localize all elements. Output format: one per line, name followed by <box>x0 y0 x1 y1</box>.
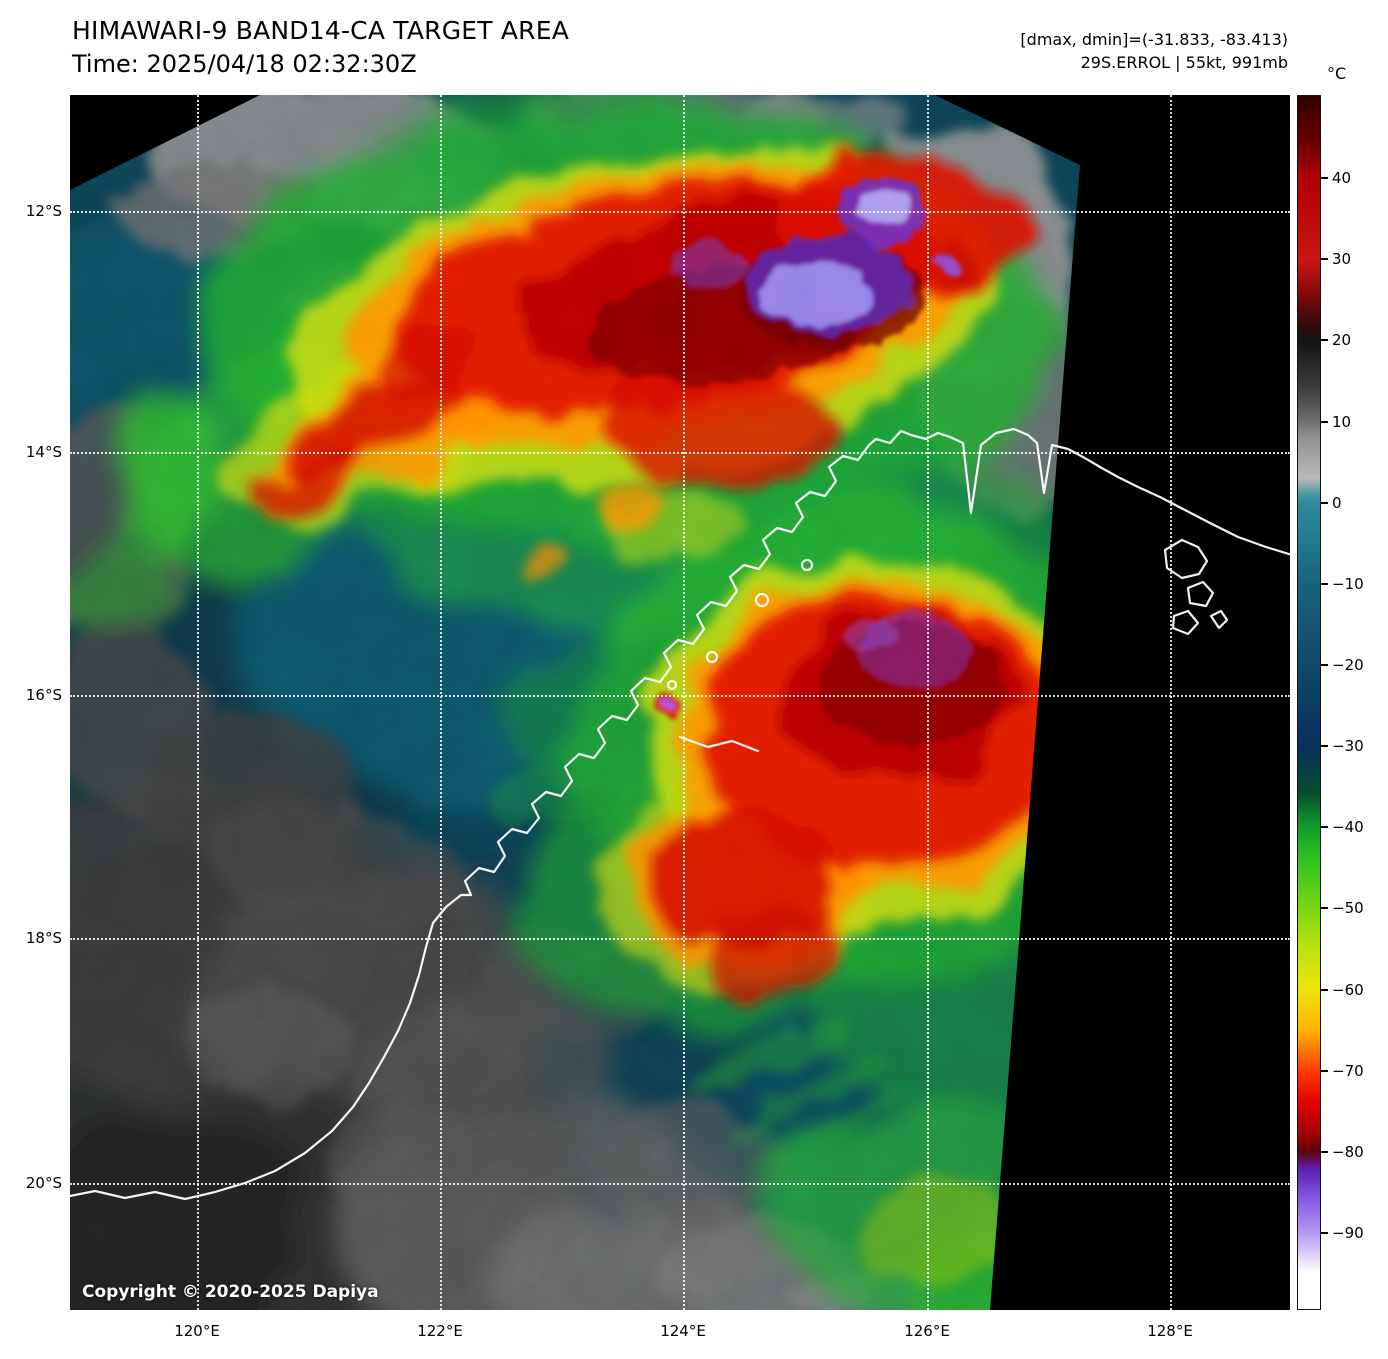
copyright-label: Copyright © 2020-2025 Dapiya <box>82 1282 379 1302</box>
gridline-lon-126e <box>927 95 929 1310</box>
gridline-lat-18s <box>70 938 1290 940</box>
colorbar-tick-n70: −70 <box>1332 1062 1364 1080</box>
gridline-lon-122e <box>440 95 442 1310</box>
gridline-lat-14s <box>70 452 1290 454</box>
gridline-lat-16s <box>70 695 1290 697</box>
satellite-image <box>70 95 1290 1310</box>
lon-label-124e: 124°E <box>660 1322 706 1340</box>
colorbar-tick-20: 20 <box>1332 331 1352 349</box>
gridline-lat-12s <box>70 211 1290 213</box>
storm-info-label: 29S.ERROL | 55kt, 991mb <box>1080 53 1288 72</box>
lat-label-18s: 18°S <box>25 929 62 947</box>
lon-label-122e: 122°E <box>417 1322 463 1340</box>
colorbar-tick-40: 40 <box>1332 169 1352 187</box>
colorbar-tick-n90: −90 <box>1332 1224 1364 1242</box>
colorbar-tick-n10: −10 <box>1332 575 1364 593</box>
gridline-lat-20s <box>70 1183 1290 1185</box>
lon-label-120e: 120°E <box>174 1322 220 1340</box>
time-label: Time: 2025/04/18 02:32:30Z <box>72 50 417 78</box>
lat-label-12s: 12°S <box>25 202 62 220</box>
colorbar <box>1297 95 1321 1310</box>
colorbar-tick-n60: −60 <box>1332 981 1364 999</box>
lon-label-128e: 128°E <box>1147 1322 1193 1340</box>
coastline <box>70 427 1290 1201</box>
gridline-lon-120e <box>197 95 199 1310</box>
colorbar-tick-n30: −30 <box>1332 737 1364 755</box>
satellite-map: Copyright © 2020-2025 Dapiya <box>70 95 1290 1310</box>
colorbar-tick-n20: −20 <box>1332 656 1364 674</box>
gridline-lon-128e <box>1170 95 1172 1310</box>
colorbar-tick-n50: −50 <box>1332 899 1364 917</box>
colorbar-tick-0: 0 <box>1332 494 1342 512</box>
lat-label-16s: 16°S <box>25 686 62 704</box>
colorbar-tick-30: 30 <box>1332 250 1352 268</box>
info-block: [dmax, dmin]=(-31.833, -83.413) 29S.ERRO… <box>1020 28 1288 74</box>
colorbar-tick-n40: −40 <box>1332 818 1364 836</box>
lat-label-20s: 20°S <box>25 1174 62 1192</box>
colorbar-tick-n80: −80 <box>1332 1143 1364 1161</box>
page-title: HIMAWARI-9 BAND14-CA TARGET AREA <box>72 16 570 45</box>
colorbar-tick-10: 10 <box>1332 413 1352 431</box>
dmax-dmin-label: [dmax, dmin]=(-31.833, -83.413) <box>1020 30 1288 49</box>
colorbar-unit-label: °C <box>1327 64 1347 83</box>
gridline-lon-124e <box>683 95 685 1310</box>
lon-label-126e: 126°E <box>904 1322 950 1340</box>
lat-label-14s: 14°S <box>25 443 62 461</box>
